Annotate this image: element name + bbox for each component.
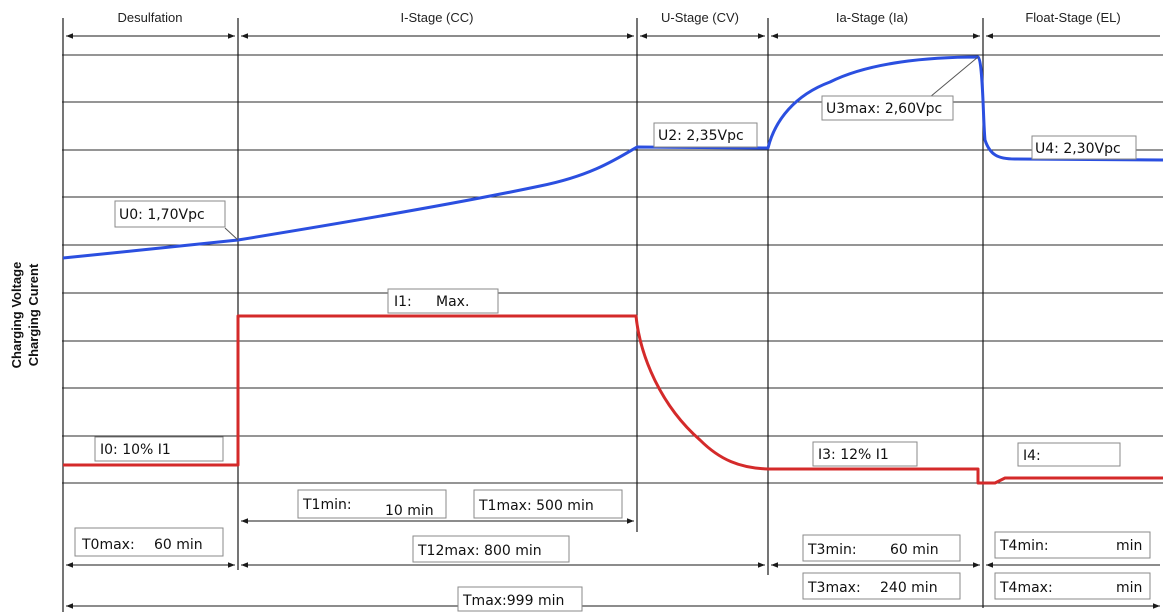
t12max-label-text: T12max: 800 min bbox=[417, 543, 542, 559]
t0max-label-name: T0max: bbox=[81, 537, 135, 553]
t3min-label-name: T3min: bbox=[807, 542, 857, 558]
i3-label-text: I3: 12% I1 bbox=[818, 447, 889, 463]
t3max-label: T3max: 240 min bbox=[802, 572, 961, 600]
u4-label-text: U4: 2,30Vpc bbox=[1035, 141, 1121, 157]
charging-voltage-curve bbox=[62, 55, 1163, 260]
t3min-label-value: 60 min bbox=[890, 542, 939, 558]
t3max-label-name: T3max: bbox=[807, 580, 861, 596]
stage-title-ustage: U-Stage (CV) bbox=[661, 10, 739, 25]
u3max-leader-line bbox=[929, 56, 979, 98]
u0-label: U0: 1,70Vpc bbox=[114, 200, 226, 228]
t1min-label-value: 10 min bbox=[385, 503, 434, 519]
y-axis-label-voltage: Charging Voltage bbox=[9, 262, 24, 369]
t0max-label-value: 60 min bbox=[154, 537, 203, 553]
t1max-label: T1max: 500 min bbox=[473, 489, 623, 519]
timing-arrows bbox=[66, 518, 1160, 609]
u0-leader-line bbox=[224, 227, 239, 241]
t1min-label: T1min: 10 min bbox=[297, 489, 447, 519]
stage-boundaries bbox=[62, 18, 984, 612]
i0-label-text: I0: 10% I1 bbox=[100, 442, 171, 458]
i4-label-text: I4: bbox=[1023, 448, 1041, 464]
t1max-label-text: T1max: 500 min bbox=[478, 498, 594, 514]
u2-label-text: U2: 2,35Vpc bbox=[658, 128, 744, 144]
stage-titles: Desulfation I-Stage (CC) U-Stage (CV) Ia… bbox=[117, 10, 1120, 25]
t4min-label-name: T4min: bbox=[999, 538, 1049, 554]
u3max-label-text: U3max: 2,60Vpc bbox=[826, 101, 942, 117]
t0max-label: T0max: 60 min bbox=[74, 527, 224, 557]
tmax-label-text: Tmax:999 min bbox=[462, 593, 564, 609]
t4max-label-value: min bbox=[1116, 580, 1142, 596]
i0-label: I0: 10% I1 bbox=[94, 436, 224, 462]
stage-title-istage: I-Stage (CC) bbox=[401, 10, 474, 25]
t12max-label: T12max: 800 min bbox=[412, 535, 570, 563]
y-axis-label-current: Charging Curent bbox=[26, 263, 41, 366]
u0-label-text: U0: 1,70Vpc bbox=[119, 207, 205, 223]
i4-label: I4: bbox=[1017, 442, 1121, 467]
t3max-label-value: 240 min bbox=[880, 580, 938, 596]
i1-label-name: I1: bbox=[394, 294, 412, 310]
stage-title-desulfation: Desulfation bbox=[117, 10, 182, 25]
t4max-label-name: T4max: bbox=[999, 580, 1053, 596]
u2-label: U2: 2,35Vpc bbox=[653, 122, 758, 148]
t4min-label-value: min bbox=[1116, 538, 1142, 554]
u3max-label: U3max: 2,60Vpc bbox=[821, 95, 954, 121]
t1min-label-name: T1min: bbox=[302, 497, 352, 513]
i1-label: I1: Max. bbox=[387, 288, 499, 314]
i3-label: I3: 12% I1 bbox=[812, 441, 918, 467]
stage-title-iastage: Ia-Stage (Ia) bbox=[836, 10, 908, 25]
u4-label: U4: 2,30Vpc bbox=[1031, 135, 1137, 160]
grid bbox=[62, 54, 1163, 484]
t3min-label: T3min: 60 min bbox=[802, 534, 961, 562]
t4max-label: T4max: min bbox=[994, 572, 1151, 600]
t4min-label: T4min: min bbox=[994, 531, 1151, 559]
stage-title-float: Float-Stage (EL) bbox=[1025, 10, 1120, 25]
charging-current-curve bbox=[63, 314, 1163, 485]
tmax-label: Tmax:999 min bbox=[457, 586, 583, 612]
i1-label-value: Max. bbox=[436, 294, 469, 310]
